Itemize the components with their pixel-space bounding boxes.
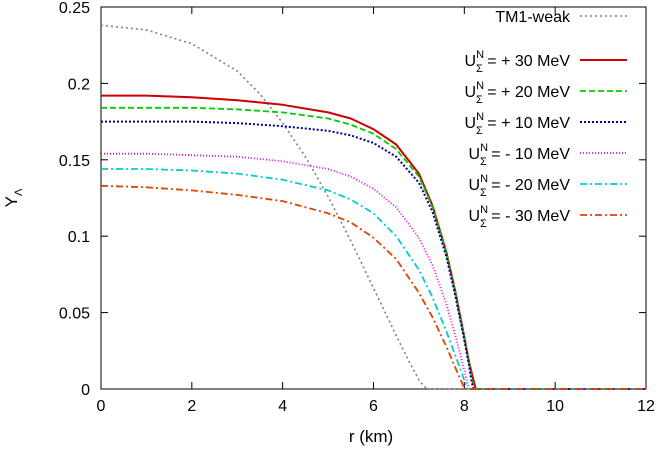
legend-entry-superscript: N — [476, 49, 484, 61]
legend-entry-value: = + 30 MeV — [483, 53, 570, 70]
legend-entry-subscript: Σ — [476, 125, 483, 137]
x-axis-label: r (km) — [349, 427, 393, 446]
legend-entry-2: UN Σ = + 20 MeV — [465, 80, 571, 106]
y-axis-label: YΛ — [2, 188, 25, 207]
legend-entry-0: TM1-weak — [495, 9, 571, 26]
legend-entry-value: = - 30 MeV — [487, 208, 570, 225]
legend-entry-subscript: Σ — [476, 94, 483, 106]
legend-entry-3: UN Σ = + 10 MeV — [465, 111, 571, 137]
legend-entry-6: UN Σ = - 30 MeV — [469, 204, 571, 230]
x-tick-label: 12 — [637, 398, 655, 415]
y-tick-label: 0.15 — [59, 153, 90, 170]
legend-entry-4: UN Σ = - 10 MeV — [469, 142, 571, 168]
legend-entry-subscript: Σ — [480, 187, 487, 199]
legend-entry-5: UN Σ = - 20 MeV — [469, 173, 571, 199]
legend-entry-superscript: N — [476, 80, 484, 92]
series-line-3 — [101, 120, 646, 390]
x-tick-label: 4 — [278, 398, 287, 415]
legend-entry-value: = + 10 MeV — [483, 115, 570, 132]
series-line-4 — [101, 152, 646, 390]
y-axis-label-main: Y — [2, 196, 21, 207]
series-layer — [100, 24, 646, 390]
legend-entry-symbol: U — [465, 84, 477, 101]
legend-entry-subscript: Σ — [476, 63, 483, 75]
legend-entry-superscript: N — [480, 142, 488, 154]
legend-entry-symbol: U — [465, 53, 477, 70]
x-tick-label: 2 — [187, 398, 196, 415]
legend-entry-symbol: U — [465, 115, 477, 132]
legend-entry-symbol: U — [469, 146, 481, 163]
plot-area: 0 2 4 6 8 10 12 0 0.05 0.1 0.15 0.2 0.25 — [59, 0, 655, 415]
legend-entry-symbol: U — [469, 208, 481, 225]
y-tick-label: 0.1 — [68, 229, 90, 246]
y-tick-label: 0 — [81, 382, 90, 399]
series-line-6 — [100, 184, 646, 390]
x-tick-label: 0 — [97, 398, 106, 415]
x-tick-label: 6 — [369, 398, 378, 415]
legend-entry-1: UN Σ = + 30 MeV — [465, 49, 571, 75]
legend-entry-superscript: N — [480, 204, 488, 216]
series-line-1 — [101, 94, 646, 390]
y-axis-label-sub: Λ — [13, 188, 25, 196]
series-line-2 — [101, 106, 646, 390]
series-line-5 — [101, 168, 646, 390]
x-tick-label: 10 — [546, 398, 564, 415]
y-tick-label: 0.25 — [59, 0, 90, 17]
legend-entry-subscript: Σ — [480, 156, 487, 168]
legend-entry-symbol: U — [469, 177, 481, 194]
legend-entry-subscript: Σ — [480, 218, 487, 230]
legend-entry-value: = - 10 MeV — [487, 146, 570, 163]
y-tick-label: 0.2 — [68, 76, 90, 93]
x-tick-label: 8 — [460, 398, 469, 415]
legend-entry-superscript: N — [480, 173, 488, 185]
legend-entry-value: = + 20 MeV — [483, 84, 570, 101]
legend-entry-superscript: N — [476, 111, 484, 123]
y-tick-label: 0.05 — [59, 306, 90, 323]
legend-entry-value: = - 20 MeV — [487, 177, 570, 194]
